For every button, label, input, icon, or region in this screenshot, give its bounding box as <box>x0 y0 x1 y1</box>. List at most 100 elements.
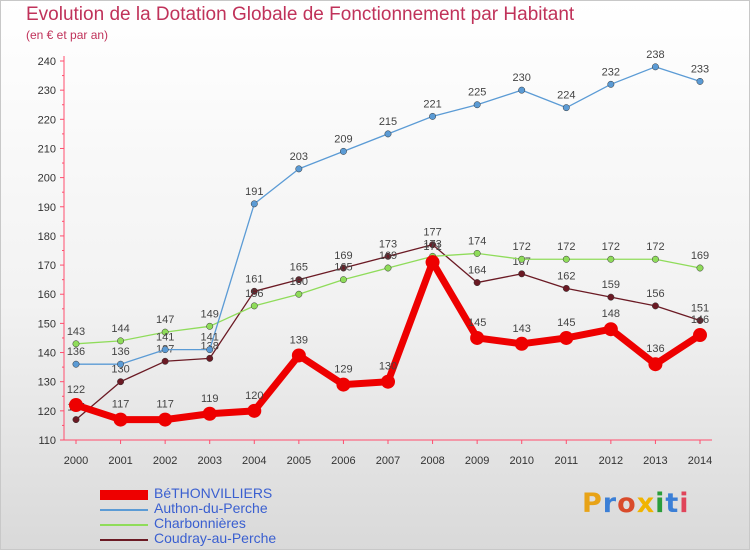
data-point <box>514 336 529 351</box>
data-label: 151 <box>691 302 709 314</box>
y-tick-label: 220 <box>38 114 56 126</box>
data-point <box>69 398 83 413</box>
data-label: 209 <box>334 133 352 145</box>
data-point <box>559 330 574 345</box>
data-point <box>470 330 485 345</box>
legend-label: BéTHONVILLIERS <box>154 485 273 501</box>
data-label: 215 <box>379 116 397 128</box>
data-point <box>429 112 437 120</box>
data-point <box>696 317 704 324</box>
legend-label: Authon-du-Perche <box>154 500 268 516</box>
data-label: 136 <box>646 343 664 355</box>
data-label: 143 <box>513 323 531 335</box>
legend-swatch <box>100 524 148 526</box>
y-tick-label: 180 <box>38 231 56 243</box>
data-label: 149 <box>201 308 219 320</box>
data-label: 119 <box>201 393 219 405</box>
data-point <box>72 416 80 424</box>
data-label: 145 <box>468 317 486 329</box>
proxiti-logo: Proxiti <box>582 488 690 519</box>
x-tick-label: 2006 <box>331 455 355 467</box>
data-point <box>429 241 437 249</box>
data-point <box>607 255 615 263</box>
x-tick-label: 2002 <box>153 455 177 467</box>
y-tick-label: 230 <box>38 85 56 97</box>
data-point <box>518 255 526 263</box>
logo-letter: x <box>636 488 656 519</box>
data-point <box>291 348 306 363</box>
data-label: 129 <box>334 364 352 376</box>
logo-letter: r <box>602 488 618 519</box>
data-point <box>648 357 663 372</box>
data-point <box>651 302 659 310</box>
data-point <box>425 255 440 270</box>
data-label: 117 <box>112 399 130 411</box>
data-label: 173 <box>379 238 397 250</box>
data-point <box>161 328 169 336</box>
data-label: 148 <box>602 308 620 320</box>
data-point <box>384 264 392 272</box>
chart-subtitle: (en € et par an) <box>26 28 109 42</box>
data-point <box>295 276 303 284</box>
data-point <box>562 255 570 263</box>
data-label: 139 <box>290 334 308 346</box>
data-label: 130 <box>111 364 129 376</box>
data-label: 161 <box>245 273 263 285</box>
data-label: 120 <box>245 390 263 402</box>
data-point <box>607 293 615 301</box>
x-tick-label: 2004 <box>242 455 266 467</box>
data-point <box>518 270 526 278</box>
x-tick-label: 2013 <box>643 455 667 467</box>
data-label: 146 <box>691 314 709 326</box>
data-label: 145 <box>557 317 575 329</box>
data-label: 225 <box>468 87 486 99</box>
data-point <box>651 63 659 71</box>
data-point <box>117 378 125 386</box>
data-label: 136 <box>67 346 85 358</box>
data-label: 171 <box>423 241 441 253</box>
data-label: 191 <box>245 186 263 198</box>
data-label: 141 <box>201 332 219 344</box>
data-point <box>562 284 570 292</box>
data-point <box>247 403 262 418</box>
x-tick-label: 2000 <box>64 455 88 467</box>
data-label: 144 <box>111 323 129 335</box>
x-tick-label: 2008 <box>420 455 444 467</box>
data-label: 156 <box>646 288 664 300</box>
data-label: 147 <box>156 314 174 326</box>
legend-swatch <box>100 539 148 541</box>
x-tick-label: 2012 <box>599 455 623 467</box>
data-label: 232 <box>602 66 620 78</box>
x-tick-label: 2014 <box>688 455 712 467</box>
data-label: 233 <box>691 63 709 75</box>
data-point <box>384 130 392 138</box>
x-tick-label: 2009 <box>465 455 489 467</box>
data-point <box>202 406 217 421</box>
data-point <box>562 104 570 112</box>
data-point <box>339 147 347 155</box>
data-label: 224 <box>557 90 575 102</box>
data-label: 172 <box>646 241 664 253</box>
y-tick-label: 130 <box>38 377 56 389</box>
chart-title: Evolution de la Dotation Globale de Fonc… <box>26 4 575 25</box>
data-label: 122 <box>67 384 85 396</box>
data-point <box>693 328 707 343</box>
data-point <box>295 290 303 298</box>
legend-label: Charbonnières <box>154 515 246 531</box>
logo-letter: i <box>655 488 666 519</box>
data-label: 173 <box>423 238 441 250</box>
data-label: 169 <box>691 250 709 262</box>
x-tick-label: 2010 <box>509 455 533 467</box>
y-tick-label: 110 <box>38 435 56 447</box>
x-tick-label: 2001 <box>108 455 132 467</box>
data-point <box>607 80 615 88</box>
data-point <box>473 101 481 109</box>
legend-swatch <box>100 509 148 511</box>
logo-letter: o <box>617 488 637 519</box>
logo-letter: t <box>665 488 680 519</box>
data-point <box>518 86 526 94</box>
data-point <box>696 264 704 272</box>
data-point <box>696 77 704 85</box>
